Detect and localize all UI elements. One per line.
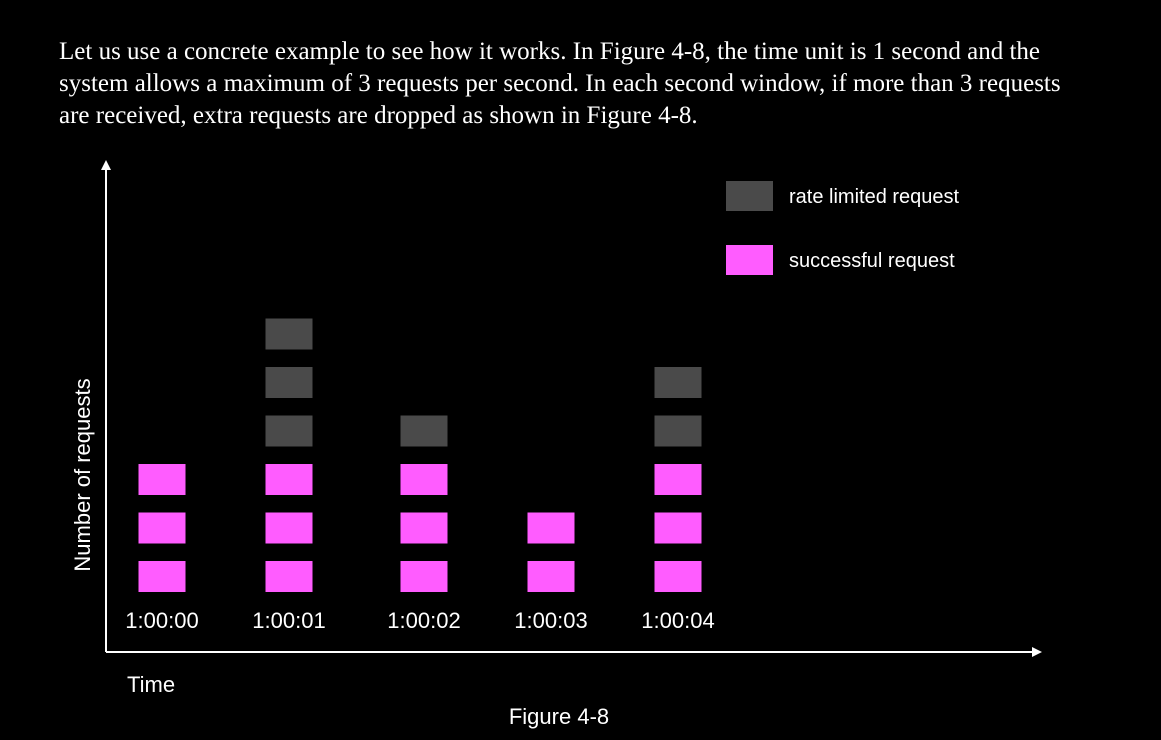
- rate-limited-request-block-1-0: [265, 415, 313, 447]
- rate-limited-request-block-1-2: [265, 318, 313, 350]
- successful-request-block-1-2: [265, 464, 313, 495]
- x-tick-label-4: 1:00:04: [641, 608, 714, 633]
- rate-limited-request-block-1-1: [265, 367, 313, 398]
- successful-request-block-4-2: [654, 464, 702, 495]
- figure-caption: Figure 4-8: [509, 704, 609, 729]
- x-axis-label: Time: [127, 672, 175, 697]
- successful-request-block-4-1: [654, 512, 702, 544]
- successful-request-block-4-0: [654, 561, 702, 592]
- successful-request-block-3-0: [527, 561, 575, 592]
- successful-request-block-1-0: [265, 561, 313, 592]
- successful-request-block-2-1: [400, 512, 448, 544]
- rate-limited-request-block-4-0: [654, 415, 702, 447]
- intro-paragraph: Let us use a concrete example to see how…: [59, 38, 1061, 129]
- y-axis-label: Number of requests: [70, 378, 95, 571]
- x-tick-label-3: 1:00:03: [514, 608, 587, 633]
- successful-request-block-0-1: [138, 512, 186, 544]
- successful-request-block-3-1: [527, 512, 575, 544]
- legend-label-0: rate limited request: [789, 186, 960, 208]
- successful-request-block-2-0: [400, 561, 448, 592]
- x-tick-label-0: 1:00:00: [125, 608, 198, 633]
- successful-request-block-0-2: [138, 464, 186, 495]
- x-tick-label-1: 1:00:01: [252, 608, 325, 633]
- x-tick-label-2: 1:00:02: [387, 608, 460, 633]
- legend-label-1: successful request: [789, 250, 955, 272]
- successful-request-block-1-1: [265, 512, 313, 544]
- legend-swatch-0: [726, 181, 773, 211]
- successful-request-block-2-2: [400, 464, 448, 495]
- rate-limited-request-block-4-1: [654, 367, 702, 398]
- legend-swatch-1: [726, 245, 773, 275]
- successful-request-block-0-0: [138, 561, 186, 592]
- rate-limited-request-block-2-0: [400, 415, 448, 447]
